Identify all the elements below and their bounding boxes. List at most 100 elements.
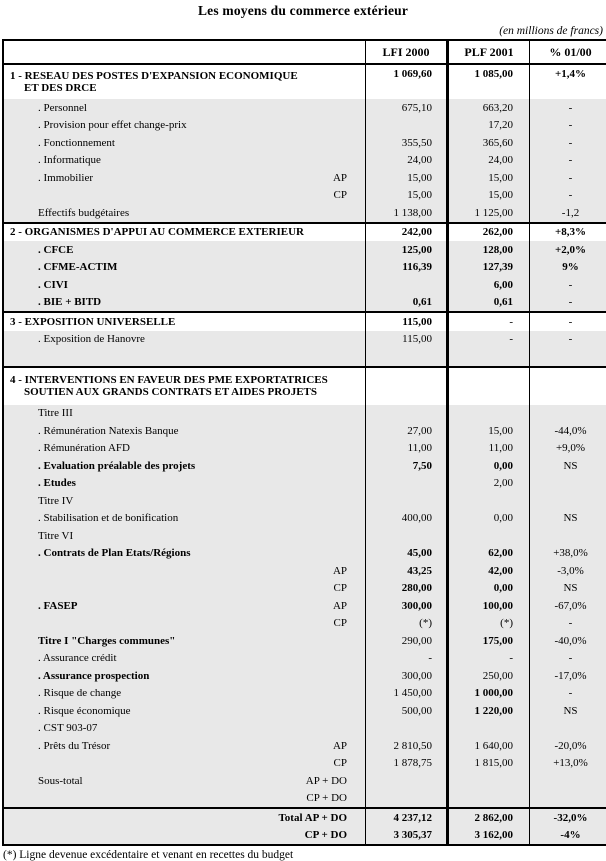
label-cell: . Stabilisation et de bonification bbox=[3, 510, 366, 528]
table-row: . Assurance crédit--- bbox=[3, 650, 606, 668]
label-cell: Titre IV bbox=[3, 492, 366, 510]
pct-change-value bbox=[530, 367, 606, 405]
row-label: . Fonctionnement bbox=[4, 137, 115, 149]
lfi-2000-value: 45,00 bbox=[366, 545, 448, 563]
column-header: PLF 2001 bbox=[448, 40, 530, 64]
label-cell: . Exposition de Hanovre bbox=[3, 331, 366, 349]
lfi-2000-value: 15,00 bbox=[366, 187, 448, 205]
pct-change-value: - bbox=[530, 152, 606, 170]
pct-change-value bbox=[530, 527, 606, 545]
plf-2001-value: 262,00 bbox=[448, 223, 530, 242]
pct-change-value: - bbox=[530, 331, 606, 349]
pct-change-value: - bbox=[530, 276, 606, 294]
row-label: . CST 903-07 bbox=[4, 722, 97, 734]
plf-2001-value: 17,20 bbox=[448, 117, 530, 135]
pct-change-value: -3,0% bbox=[530, 562, 606, 580]
lfi-2000-value: 15,00 bbox=[366, 169, 448, 187]
column-header bbox=[3, 40, 366, 64]
row-label-line2: ET DES DRCE bbox=[4, 82, 97, 94]
plf-2001-value: 127,39 bbox=[448, 259, 530, 277]
table-row: Titre VI bbox=[3, 527, 606, 545]
pct-change-value: - bbox=[530, 685, 606, 703]
lfi-2000-value: 3 305,37 bbox=[366, 827, 448, 846]
pct-change-value: +2,0% bbox=[530, 241, 606, 259]
ap-cp-label: AP bbox=[333, 740, 365, 752]
row-label: . Risque économique bbox=[4, 705, 131, 717]
label-cell: Total AP + DO bbox=[3, 808, 366, 827]
plf-2001-value: 3 162,00 bbox=[448, 827, 530, 846]
label-cell: Effectifs budgétaires bbox=[3, 204, 366, 223]
label-cell: . Informatique bbox=[3, 152, 366, 170]
label-cell: 4 - INTERVENTIONS EN FAVEUR DES PME EXPO… bbox=[3, 367, 366, 405]
pct-change-value bbox=[530, 348, 606, 367]
label-cell: . Etudes bbox=[3, 475, 366, 493]
lfi-2000-value: 1 069,60 bbox=[366, 64, 448, 99]
lfi-2000-value: - bbox=[366, 650, 448, 668]
lfi-2000-value: 500,00 bbox=[366, 702, 448, 720]
plf-2001-value bbox=[448, 527, 530, 545]
pct-change-value: +9,0% bbox=[530, 440, 606, 458]
row-label: . Personnel bbox=[4, 102, 87, 114]
lfi-2000-value bbox=[366, 276, 448, 294]
label-cell: AP bbox=[3, 562, 366, 580]
column-header: LFI 2000 bbox=[366, 40, 448, 64]
pct-change-value: -32,0% bbox=[530, 808, 606, 827]
row-label: . CFME-ACTIM bbox=[4, 261, 117, 273]
plf-2001-value: - bbox=[448, 312, 530, 331]
pct-change-value: - bbox=[530, 615, 606, 633]
pct-change-value: - bbox=[530, 650, 606, 668]
pct-change-value: -20,0% bbox=[530, 737, 606, 755]
plf-2001-value: 663,20 bbox=[448, 99, 530, 117]
label-cell: Titre VI bbox=[3, 527, 366, 545]
plf-2001-value: 128,00 bbox=[448, 241, 530, 259]
label-cell: Titre I "Charges communes" bbox=[3, 632, 366, 650]
pct-change-value: - bbox=[530, 169, 606, 187]
plf-2001-value bbox=[448, 772, 530, 790]
pct-change-value: - bbox=[530, 134, 606, 152]
label-cell: . Risque économique bbox=[3, 702, 366, 720]
plf-2001-value: - bbox=[448, 650, 530, 668]
row-label: . CFCE bbox=[4, 244, 73, 256]
plf-2001-value: 24,00 bbox=[448, 152, 530, 170]
label-cell: . Provision pour effet change-prix bbox=[3, 117, 366, 135]
row-label: . Evaluation préalable des projets bbox=[4, 460, 195, 472]
row-label: 4 - INTERVENTIONS EN FAVEUR DES PME EXPO… bbox=[4, 374, 328, 386]
pct-change-value: - bbox=[530, 187, 606, 205]
lfi-2000-value: 355,50 bbox=[366, 134, 448, 152]
lfi-2000-value: 2 810,50 bbox=[366, 737, 448, 755]
lfi-2000-value: 4 237,12 bbox=[366, 808, 448, 827]
label-cell: . CFCE bbox=[3, 241, 366, 259]
plf-2001-value: 0,61 bbox=[448, 294, 530, 313]
label-cell: . Evaluation préalable des projets bbox=[3, 457, 366, 475]
label-cell: CP bbox=[3, 615, 366, 633]
label-cell: CP bbox=[3, 580, 366, 598]
row-label: . CIVI bbox=[4, 279, 68, 291]
page-title: Les moyens du commerce extérieur bbox=[0, 3, 606, 19]
row-label: . Rémunération Natexis Banque bbox=[4, 425, 179, 437]
pct-change-value bbox=[530, 405, 606, 423]
ap-cp-label: CP bbox=[334, 617, 365, 629]
lfi-2000-value bbox=[366, 492, 448, 510]
table-row: CP + DO bbox=[3, 790, 606, 809]
plf-2001-value: 15,00 bbox=[448, 169, 530, 187]
row-label: 3 - EXPOSITION UNIVERSELLE bbox=[4, 316, 175, 328]
ap-cp-label: AP bbox=[333, 600, 365, 612]
label-cell: . Assurance crédit bbox=[3, 650, 366, 668]
label-cell: 2 - ORGANISMES D'APPUI AU COMMERCE EXTER… bbox=[3, 223, 366, 242]
lfi-2000-value: 11,00 bbox=[366, 440, 448, 458]
plf-2001-value bbox=[448, 348, 530, 367]
label-cell: CP bbox=[3, 187, 366, 205]
plf-2001-value bbox=[448, 367, 530, 405]
